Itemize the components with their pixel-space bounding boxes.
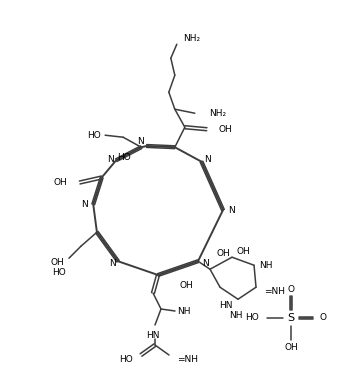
Text: OH: OH xyxy=(180,280,194,290)
Text: N: N xyxy=(107,155,114,164)
Text: HO: HO xyxy=(117,153,131,162)
Text: HO: HO xyxy=(119,355,133,365)
Text: S: S xyxy=(288,313,295,323)
Text: OH: OH xyxy=(236,247,250,256)
Text: =NH: =NH xyxy=(264,287,285,296)
Text: NH: NH xyxy=(259,261,273,270)
Text: NH: NH xyxy=(177,307,191,315)
Text: HN: HN xyxy=(220,301,233,310)
Text: NH₂: NH₂ xyxy=(183,34,200,43)
Text: OH: OH xyxy=(284,344,298,352)
Text: N: N xyxy=(109,259,116,268)
Text: HN: HN xyxy=(146,331,160,339)
Text: OH: OH xyxy=(216,249,230,258)
Text: O: O xyxy=(288,286,295,294)
Text: N: N xyxy=(205,155,211,164)
Text: HO: HO xyxy=(88,131,101,140)
Text: N: N xyxy=(137,138,144,146)
Text: HO: HO xyxy=(52,268,66,277)
Text: HO: HO xyxy=(245,314,259,323)
Text: OH: OH xyxy=(50,258,64,267)
Text: N: N xyxy=(202,259,209,268)
Text: NH: NH xyxy=(229,311,243,320)
Text: =NH: =NH xyxy=(177,355,198,363)
Text: NH₂: NH₂ xyxy=(209,109,226,118)
Text: N: N xyxy=(228,206,235,214)
Text: OH: OH xyxy=(219,125,232,134)
Text: O: O xyxy=(319,314,326,323)
Text: OH: OH xyxy=(54,178,68,187)
Text: N: N xyxy=(82,200,88,209)
